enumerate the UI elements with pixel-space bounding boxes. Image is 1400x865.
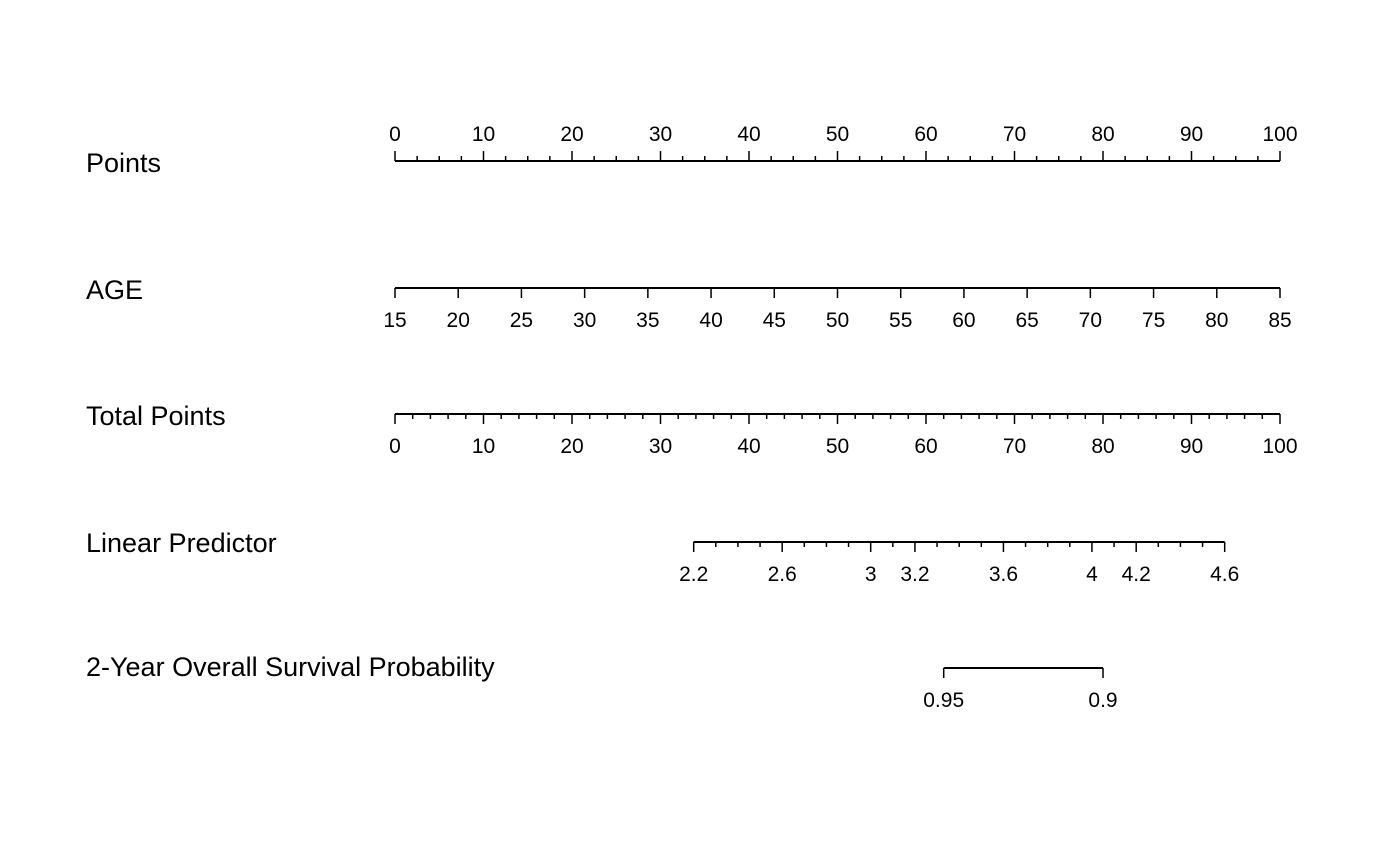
total-points-tick-label: 80 xyxy=(1091,435,1114,458)
age-tick-label: 75 xyxy=(1142,309,1165,332)
points-tick-label: 80 xyxy=(1091,123,1114,146)
age-tick-label: 20 xyxy=(447,309,470,332)
points-tick-label: 40 xyxy=(737,123,760,146)
survival-probability-tick-label: 0.9 xyxy=(1088,689,1117,712)
linear-predictor-scale-label: Linear Predictor xyxy=(86,528,277,558)
linear-predictor-tick-label: 3 xyxy=(865,563,877,586)
points-tick-label: 20 xyxy=(560,123,583,146)
points-tick-label: 70 xyxy=(1003,123,1026,146)
linear-predictor-tick-label: 2.6 xyxy=(768,563,797,586)
linear-predictor-tick-label: 4 xyxy=(1086,563,1098,586)
total-points-tick-label: 100 xyxy=(1262,435,1297,458)
points-tick-label: 100 xyxy=(1262,123,1297,146)
linear-predictor-tick-label: 3.2 xyxy=(900,563,929,586)
total-points-tick-label: 10 xyxy=(472,435,495,458)
age-tick-label: 80 xyxy=(1205,309,1228,332)
total-points-tick-label: 20 xyxy=(560,435,583,458)
age-tick-label: 70 xyxy=(1079,309,1102,332)
total-points-scale-label: Total Points xyxy=(86,401,226,431)
survival-probability-scale-label: 2-Year Overall Survival Probability xyxy=(86,652,495,682)
total-points-tick-label: 90 xyxy=(1180,435,1203,458)
total-points-tick-label: 40 xyxy=(737,435,760,458)
age-tick-label: 85 xyxy=(1268,309,1291,332)
total-points-tick-label: 0 xyxy=(389,435,401,458)
age-tick-label: 40 xyxy=(699,309,722,332)
total-points-tick-label: 70 xyxy=(1003,435,1026,458)
points-tick-label: 90 xyxy=(1180,123,1203,146)
age-tick-label: 55 xyxy=(889,309,912,332)
age-tick-label: 65 xyxy=(1015,309,1038,332)
total-points-tick-label: 30 xyxy=(649,435,672,458)
linear-predictor-tick-label: 4.6 xyxy=(1210,563,1239,586)
age-tick-label: 45 xyxy=(763,309,786,332)
age-tick-label: 60 xyxy=(952,309,975,332)
linear-predictor-tick-label: 4.2 xyxy=(1122,563,1151,586)
total-points-tick-label: 60 xyxy=(914,435,937,458)
age-scale-label: AGE xyxy=(86,275,143,305)
points-tick-label: 30 xyxy=(649,123,672,146)
age-tick-label: 50 xyxy=(826,309,849,332)
points-scale-label: Points xyxy=(86,148,161,178)
points-tick-label: 60 xyxy=(914,123,937,146)
points-tick-label: 0 xyxy=(389,123,401,146)
linear-predictor-tick-label: 3.6 xyxy=(989,563,1018,586)
age-tick-label: 25 xyxy=(510,309,533,332)
survival-probability-tick-label: 0.95 xyxy=(923,689,964,712)
total-points-tick-label: 50 xyxy=(826,435,849,458)
age-tick-label: 15 xyxy=(383,309,406,332)
linear-predictor-tick-label: 2.2 xyxy=(679,563,708,586)
age-tick-label: 30 xyxy=(573,309,596,332)
points-tick-label: 10 xyxy=(472,123,495,146)
points-tick-label: 50 xyxy=(826,123,849,146)
age-tick-label: 35 xyxy=(636,309,659,332)
